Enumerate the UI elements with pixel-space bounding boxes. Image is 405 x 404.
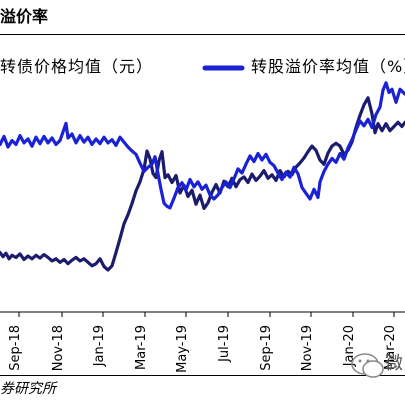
source-divider [0, 375, 405, 376]
wechat-watermark-icon [351, 353, 384, 378]
x-tick-label-9: Mar-20 [383, 325, 398, 370]
watermark-text: 微 [385, 353, 403, 374]
title-underline [0, 34, 405, 35]
x-tick-label-8: Jan-20 [342, 325, 357, 367]
x-tick-label-1: Nov-18 [51, 325, 66, 371]
x-tick-label-2: Jan-19 [92, 325, 107, 367]
x-tick-label-3: Mar-19 [134, 325, 149, 370]
x-tick-label-6: Sep-19 [259, 325, 274, 371]
x-axis-ticks: Sep-18 Nov-18 Jan-19 Mar-19 May-19 Jul-19 Sep-… [8, 312, 398, 373]
x-tick-label-4: May-19 [175, 325, 190, 373]
series-line-1 [0, 81, 405, 210]
series-line-0 [0, 96, 405, 272]
x-tick-label-7: Nov-19 [300, 325, 315, 371]
source-note: 券研究所 [0, 381, 56, 397]
x-tick-label-5: Jul-19 [217, 325, 232, 363]
x-tick-label-0: Sep-18 [8, 325, 23, 371]
legend-label-premium-rate: 转股溢价率均值（%） [251, 57, 405, 76]
legend-label-bond-price: 转债价格均值（元） [0, 57, 154, 76]
chart-series-lines [0, 81, 405, 272]
chart-title: 溢价率 [0, 7, 49, 26]
